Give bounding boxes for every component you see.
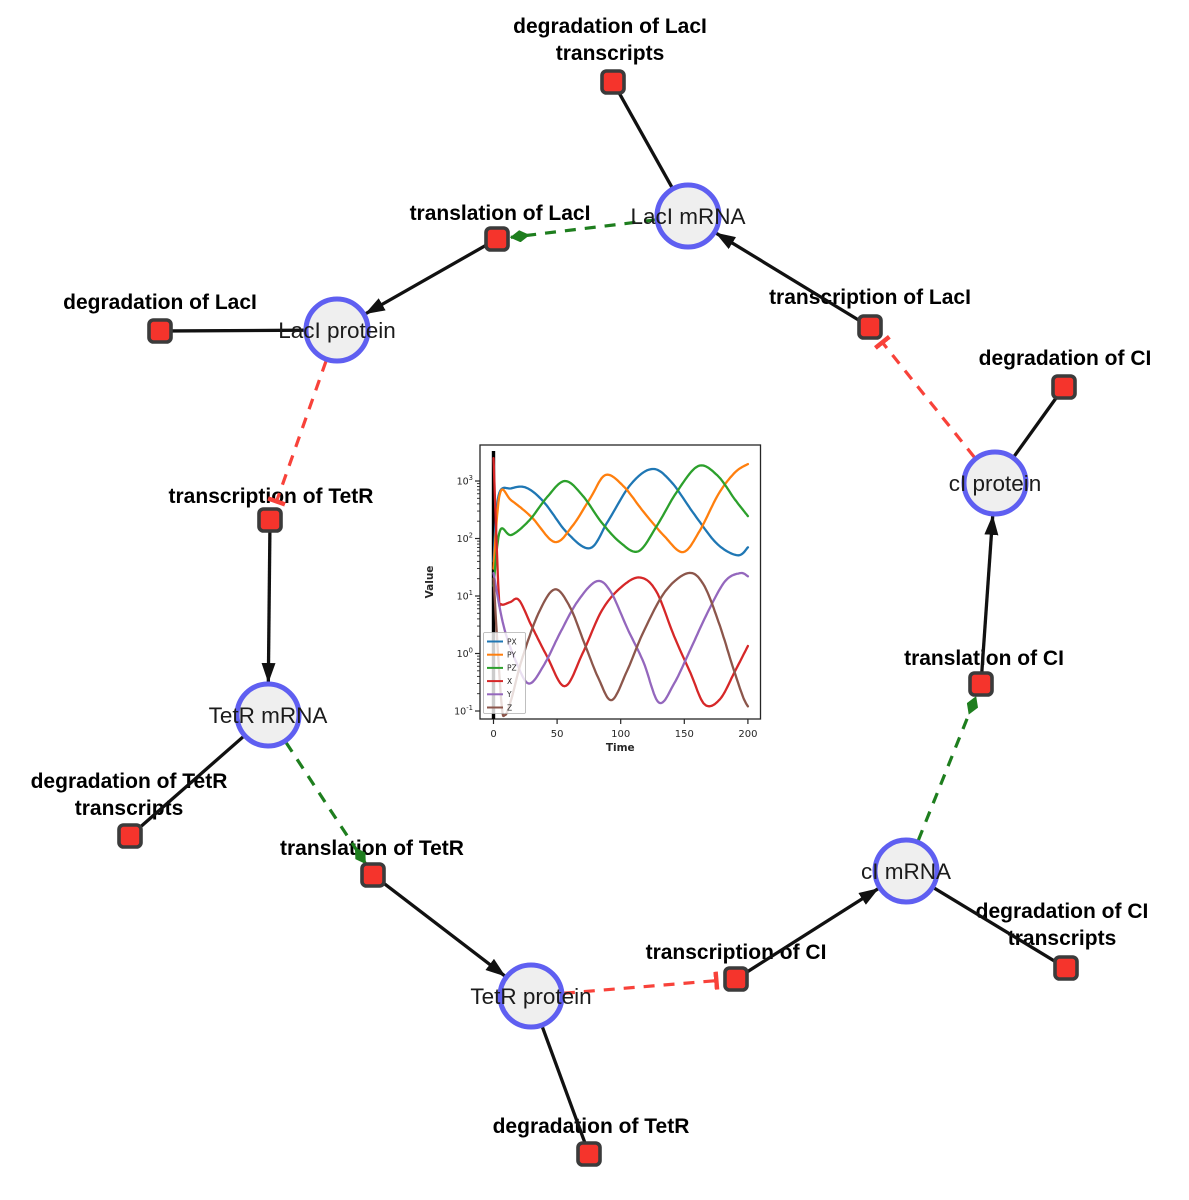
chart-legend: PX PY PZ XYZ <box>483 632 526 714</box>
species-node-ci_mrna[interactable] <box>872 837 940 905</box>
series-PZ <box>492 464 750 588</box>
y-tick-label: 10-1 <box>454 704 473 718</box>
reaction-node-r_deg_ci_tx[interactable] <box>1053 955 1079 981</box>
reaction-node-r_deg_laci[interactable] <box>147 318 173 344</box>
species-label-tetr_mrna: TetR mRNA <box>209 703 328 728</box>
x-tick-label: 150 <box>675 729 694 740</box>
reaction-label-r_txn_ci: transcription of CI <box>646 941 827 964</box>
edge-production-r_txn_ci-ci_mrna <box>745 887 880 974</box>
reaction-node-r_txn_ci[interactable] <box>723 966 749 992</box>
reaction-label-r_deg_laci: degradation of LacI <box>63 291 257 314</box>
x-tick-label: 200 <box>738 729 757 740</box>
edge-catalysis-tetr_mrna-r_tln_tetr <box>284 741 367 865</box>
edge-inhibition-tetr_prot-r_txn_ci <box>563 971 720 995</box>
reaction-label-r_deg_ci_tx: degradation of CI <box>976 900 1149 923</box>
edge-production-r_tln_laci-laci_prot <box>364 243 488 316</box>
legend-box <box>483 632 526 714</box>
edge-production-r_tln_tetr-tetr_prot <box>381 880 506 978</box>
reaction-label-r_tln_laci: translation of LacI <box>410 202 591 225</box>
reaction-label-r_txn_laci: transcription of LacI <box>769 286 971 309</box>
edge-consumption-laci_prot-r_deg_laci <box>171 328 307 333</box>
edge-catalysis-laci_mrna-r_tln_laci <box>509 218 656 243</box>
edge-production-r_txn_laci-laci_mrna <box>715 231 861 323</box>
reaction-node-r_deg_laci_tx[interactable] <box>600 69 626 95</box>
legend-label-Z: Z <box>507 703 512 712</box>
edges-layer <box>137 91 1059 1144</box>
y-axis-title: Value <box>424 566 436 599</box>
reaction-label-r_txn_tetr: transcription of TetR <box>169 485 374 508</box>
edge-consumption-laci_mrna-r_deg_laci_tx <box>617 91 675 190</box>
reaction-labels-layer: degradation of LacI transcripts translatio… <box>31 15 1152 1138</box>
edge-production-r_txn_tetr-tetr_mrna <box>261 531 276 684</box>
legend-label-PZ: PZ <box>507 664 517 673</box>
series-PY <box>492 462 750 570</box>
species-node-tetr_mrna[interactable] <box>234 681 302 749</box>
reaction-node-r_deg_ci[interactable] <box>1051 374 1077 400</box>
reaction-node-r_txn_laci[interactable] <box>857 314 883 340</box>
edge-production-r_tln_ci-ci_prot <box>980 514 999 673</box>
legend-label-Y: Y <box>506 690 512 699</box>
y-tick-label: 103 <box>457 474 473 488</box>
species-node-tetr_prot[interactable] <box>497 962 565 1030</box>
nodes-layer <box>117 69 1079 1167</box>
y-tick-label: 102 <box>457 532 473 546</box>
reaction-label-r_deg_tetr: degradation of TetR <box>493 1115 690 1138</box>
reaction-node-r_tln_ci[interactable] <box>968 671 994 697</box>
series-curves <box>492 456 750 718</box>
x-tick-label: 0 <box>490 729 496 740</box>
species-label-laci_mrna: LacI mRNA <box>630 204 745 229</box>
reaction-node-r_tln_tetr[interactable] <box>360 862 386 888</box>
edge-consumption-ci_prot-r_deg_ci <box>1011 395 1059 459</box>
axis-ticks: 10-1 100 101 102 103 0 50 100 150 200 <box>454 474 757 740</box>
edge-consumption-ci_mrna-r_deg_ci_tx <box>931 885 1057 964</box>
y-tick-label: 101 <box>457 589 473 603</box>
reaction-label-r_deg_tetr_tx: degradation of TetR <box>31 770 228 793</box>
species-label-ci_mrna: cI mRNA <box>861 859 951 884</box>
series-X <box>492 456 750 708</box>
species-node-laci_prot[interactable] <box>303 296 371 364</box>
species-label-tetr_prot: TetR protein <box>470 984 591 1009</box>
edge-consumption-tetr_mrna-r_deg_tetr_tx <box>137 734 246 830</box>
x-tick-label: 100 <box>611 729 630 740</box>
reaction-label-r_deg_laci_tx: transcripts <box>556 42 665 65</box>
edge-consumption-tetr_prot-r_deg_tetr <box>540 1024 587 1144</box>
series-Z <box>492 571 750 718</box>
species-node-ci_prot[interactable] <box>961 449 1029 517</box>
y-tick-label: 100 <box>457 647 473 661</box>
species-label-laci_prot: LacI protein <box>278 318 396 343</box>
reaction-label-r_deg_ci_tx: transcripts <box>1008 927 1117 950</box>
species-node-laci_mrna[interactable] <box>654 182 722 250</box>
legend-label-PY: PY <box>507 651 516 660</box>
reaction-label-r_deg_tetr_tx: transcripts <box>75 797 184 820</box>
reaction-label-r_deg_ci: degradation of CI <box>979 347 1152 370</box>
reaction-node-r_tln_laci[interactable] <box>484 226 510 252</box>
series-Y <box>492 571 750 705</box>
edge-inhibition-laci_prot-r_txn_tetr <box>267 360 328 507</box>
x-tick-label: 50 <box>551 729 564 740</box>
reaction-node-r_deg_tetr_tx[interactable] <box>117 823 143 849</box>
legend-label-X: X <box>507 677 512 686</box>
reaction-label-r_deg_laci_tx: degradation of LacI <box>513 15 707 38</box>
species-labels-layer: LacI mRNA LacI protein TetR mRNA TetR prote… <box>209 204 1042 1009</box>
x-axis-title: Time <box>606 742 635 754</box>
reaction-label-r_tln_tetr: translation of TetR <box>280 837 464 860</box>
edge-inhibition-ci_prot-r_txn_laci <box>873 335 976 459</box>
species-label-ci_prot: cI protein <box>949 471 1042 496</box>
reaction-node-r_txn_tetr[interactable] <box>257 507 283 533</box>
legend-label-PX: PX <box>507 637 517 646</box>
reaction-node-r_deg_tetr[interactable] <box>576 1141 602 1167</box>
edge-catalysis-ci_mrna-r_tln_ci <box>916 696 979 841</box>
series-PX <box>492 467 750 563</box>
